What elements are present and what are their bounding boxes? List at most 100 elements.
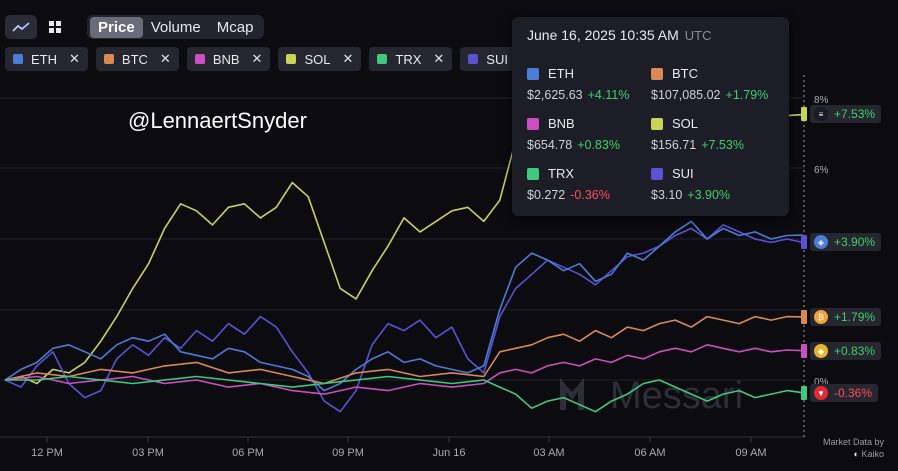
hover-tooltip: June 16, 2025 10:35 AM UTC ETH $2,625.63 +4… (512, 17, 789, 216)
end-label-value: +3.90% (834, 235, 876, 249)
grid-layout-icon[interactable] (43, 15, 67, 39)
tooltip-asset-change: +4.11% (587, 88, 630, 102)
end-label-value: +7.53% (834, 107, 876, 121)
tooltip-asset-value: $3.10 +3.90% (651, 188, 731, 202)
asset-chip-eth[interactable]: ETH ✕ (5, 47, 88, 71)
x-tick-label: 06 PM (232, 447, 264, 459)
tooltip-item-sui: SUI $3.10 +3.90% (651, 166, 781, 202)
tooltip-asset-change: -0.36% (570, 188, 610, 202)
tooltip-asset-value: $107,085.02 +1.79% (651, 88, 769, 102)
asset-chip-bnb[interactable]: BNB ✕ (186, 47, 271, 71)
tooltip-item-bnb: BNB $654.78 +0.83% (527, 116, 657, 152)
x-tick-label: 06 AM (634, 447, 665, 459)
color-swatch (377, 54, 388, 64)
color-swatch (527, 67, 539, 80)
color-swatch (103, 54, 114, 64)
end-marker-bnb (801, 344, 807, 358)
tab-volume[interactable]: Volume (150, 18, 201, 36)
asset-chip-sol[interactable]: SOL ✕ (278, 47, 362, 71)
chip-label: TRX (395, 51, 422, 67)
end-label-value: -0.36% (834, 386, 873, 400)
tooltip-asset-name: ETH (527, 66, 657, 81)
trx-coin-icon: ▼ (814, 386, 828, 400)
tooltip-asset-value: $654.78 +0.83% (527, 138, 620, 152)
credit-line: Market Data by (822, 437, 884, 447)
line-chart-icon[interactable] (5, 15, 37, 39)
end-marker-btc (801, 310, 807, 324)
close-icon[interactable]: ✕ (251, 51, 263, 66)
x-tick-label: 03 AM (533, 447, 564, 459)
color-swatch (527, 167, 539, 180)
tooltip-asset-value: $0.272 -0.36% (527, 188, 610, 202)
series-line-eth (4, 220, 804, 392)
end-label-btc: ₿ +1.79% (810, 308, 882, 326)
series-line-bnb (4, 343, 804, 395)
end-label-bnb: ◆ +0.83% (810, 342, 882, 360)
tooltip-item-btc: BTC $107,085.02 +1.79% (651, 66, 781, 102)
x-tick-label: 09 AM (735, 447, 766, 459)
close-icon[interactable]: ✕ (69, 51, 80, 66)
chip-label: BNB (212, 51, 240, 67)
asset-chip-trx[interactable]: TRX ✕ (369, 47, 453, 71)
tooltip-item-trx: TRX $0.272 -0.36% (527, 166, 657, 202)
tooltip-item-eth: ETH $2,625.63 +4.11% (527, 66, 657, 102)
tooltip-asset-name: SOL (651, 116, 781, 131)
tab-price[interactable]: Price (90, 16, 143, 38)
messari-logo-icon (560, 378, 584, 410)
chip-label: BTC (121, 51, 148, 67)
end-label-value: +0.83% (834, 344, 876, 358)
end-label-value: +1.79% (834, 310, 876, 324)
watermark-handle: @LennaertSnyder (128, 108, 307, 133)
asset-chip-btc[interactable]: BTC ✕ (95, 47, 179, 71)
sui-coin-icon: ◈ (814, 235, 828, 249)
x-tick-label: 12 PM (31, 447, 63, 459)
close-icon[interactable]: ✕ (159, 51, 171, 66)
series-line-trx (5, 375, 804, 413)
end-label-sol: ≡ +7.53% (810, 105, 882, 123)
color-swatch (194, 54, 205, 64)
tooltip-asset-change: +7.53% (701, 138, 744, 152)
tooltip-asset-name: BTC (651, 66, 781, 81)
tooltip-asset-change: +3.90% (687, 188, 731, 202)
bnb-coin-icon: ◆ (814, 344, 828, 358)
tab-mcap[interactable]: Mcap (216, 18, 254, 36)
end-marker-sol (801, 107, 807, 121)
chip-label: ETH (31, 51, 57, 67)
end-marker-sui (801, 235, 807, 249)
end-label-trx: ▼ -0.36% (810, 384, 879, 402)
color-swatch (651, 67, 663, 80)
color-swatch (13, 54, 23, 64)
tooltip-asset-name: TRX (527, 166, 657, 181)
series-line-sui (4, 224, 804, 413)
color-swatch (651, 117, 663, 130)
tooltip-item-sol: SOL $156.71 +7.53% (651, 116, 781, 152)
btc-coin-icon: ₿ (814, 310, 828, 324)
tooltip-asset-value: $156.71 +7.53% (651, 138, 744, 152)
end-label-sui: ◈ +3.90% (810, 233, 882, 251)
metric-selector: Price Volume Mcap (87, 15, 265, 39)
y-tick-label: 8% (814, 95, 829, 106)
watermark-brand: Messari (610, 375, 743, 417)
tooltip-asset-change: +1.79% (725, 88, 769, 102)
market-data-credit: Market Data by ◐ Kaiko (823, 436, 884, 460)
y-tick-label: 6% (814, 165, 829, 176)
kaiko-logo: ◐ Kaiko (853, 449, 884, 459)
color-swatch (286, 54, 297, 64)
color-swatch (651, 167, 663, 180)
chip-label: SOL (304, 51, 331, 67)
x-tick-label: Jun 16 (432, 447, 465, 459)
chip-label: SUI (486, 51, 508, 67)
tooltip-asset-name: BNB (527, 116, 657, 131)
sol-coin-icon: ≡ (814, 107, 828, 121)
series-line-btc (4, 315, 804, 385)
color-swatch (468, 54, 479, 64)
tooltip-asset-name: SUI (651, 166, 781, 181)
chart-type-toolbar (5, 15, 67, 39)
x-tick-label: 09 PM (332, 447, 364, 459)
close-icon[interactable]: ✕ (433, 51, 445, 66)
tooltip-date: June 16, 2025 10:35 AM UTC (527, 27, 712, 43)
y-tick-label: 0% (814, 377, 829, 388)
x-tick-label: 03 PM (132, 447, 164, 459)
end-marker-trx (801, 386, 807, 400)
close-icon[interactable]: ✕ (342, 51, 354, 66)
